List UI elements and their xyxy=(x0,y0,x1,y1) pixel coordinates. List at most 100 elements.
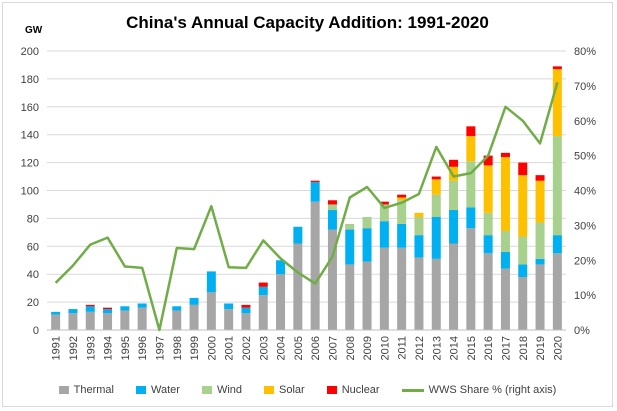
x-tick-label: 2018 xyxy=(518,336,530,360)
bar-solar-2018 xyxy=(518,175,528,237)
x-tick-label: 2020 xyxy=(552,336,564,360)
x-tick-label: 2010 xyxy=(379,336,391,360)
bar-water-1998 xyxy=(172,306,182,311)
bar-wind-2019 xyxy=(535,222,545,259)
legend-swatch xyxy=(201,386,212,394)
bar-thermal-2005 xyxy=(293,243,303,330)
bar-thermal-2020 xyxy=(552,253,562,330)
bar-thermal-2017 xyxy=(500,268,510,330)
bar-water-2013 xyxy=(431,217,441,259)
bar-wind-2018 xyxy=(518,236,528,265)
bar-water-2010 xyxy=(379,221,389,248)
bar-water-2006 xyxy=(310,182,320,202)
bar-nuclear-2011 xyxy=(397,194,407,198)
x-tick-label: 1997 xyxy=(154,336,166,360)
x-tick-label: 2000 xyxy=(206,336,218,360)
legend-item-solar: Solar xyxy=(264,384,305,396)
legend-item-wind: Wind xyxy=(201,384,242,396)
y2-tick-label: 40% xyxy=(574,186,596,198)
y-tick-label: 160 xyxy=(21,102,39,114)
bar-water-1995 xyxy=(120,306,130,311)
bar-nuclear-2002 xyxy=(241,304,251,308)
bar-nuclear-2017 xyxy=(500,152,510,158)
bar-thermal-2019 xyxy=(535,264,545,330)
bar-wind-2020 xyxy=(552,136,562,236)
y-tick-label: 20 xyxy=(27,297,39,309)
y-tick-label: 140 xyxy=(21,130,39,142)
x-tick-label: 1992 xyxy=(68,336,80,360)
x-tick-label: 1991 xyxy=(51,336,63,360)
bar-solar-2012 xyxy=(414,212,424,218)
y2-tick-label: 80% xyxy=(574,46,596,58)
bar-thermal-2014 xyxy=(449,243,459,330)
x-tick-label: 2009 xyxy=(362,336,374,360)
y2-tick-label: 10% xyxy=(574,290,596,302)
bar-solar-2016 xyxy=(483,165,493,213)
x-tick-label: 2002 xyxy=(241,336,253,360)
x-tick-label: 2019 xyxy=(535,336,547,360)
bar-thermal-2007 xyxy=(327,229,337,330)
x-tick-label: 2008 xyxy=(345,336,357,360)
bar-thermal-2004 xyxy=(276,274,286,330)
bar-solar-2015 xyxy=(466,136,476,162)
y2-tick-label: 50% xyxy=(574,151,596,163)
legend-label: Water xyxy=(151,384,180,396)
bar-thermal-2002 xyxy=(241,313,251,330)
x-tick-label: 2003 xyxy=(258,336,270,360)
bar-water-2015 xyxy=(466,207,476,229)
bar-water-2008 xyxy=(345,229,355,265)
x-tick-label: 1993 xyxy=(85,336,97,360)
bar-solar-2020 xyxy=(552,69,562,137)
y2-tick-label: 70% xyxy=(574,81,596,93)
y2-tick-label: 30% xyxy=(574,220,596,232)
y-axis-unit-label: GW xyxy=(25,25,43,36)
x-tick-label: 1994 xyxy=(103,336,115,360)
y2-tick-label: 0% xyxy=(574,325,590,337)
bar-thermal-2003 xyxy=(258,295,268,330)
x-tick-label: 2017 xyxy=(500,336,512,360)
bar-wind-2009 xyxy=(362,217,372,229)
bar-thermal-2011 xyxy=(397,247,407,330)
bar-water-2000 xyxy=(206,271,216,293)
legend-swatch xyxy=(264,386,274,394)
bar-water-2014 xyxy=(449,210,459,244)
bar-thermal-2016 xyxy=(483,253,493,330)
bar-nuclear-1994 xyxy=(103,307,113,310)
bar-water-2016 xyxy=(483,235,493,254)
bar-water-2002 xyxy=(241,307,251,314)
bar-wind-2011 xyxy=(397,200,407,224)
chart-legend: Thermal Water Wind Solar Nuclear WWS Share % … xyxy=(3,381,612,399)
legend-swatch xyxy=(58,386,69,394)
x-tick-label: 2014 xyxy=(449,336,461,360)
y-tick-label: 200 xyxy=(21,46,39,58)
y-tick-label: 40 xyxy=(27,269,39,281)
bar-thermal-2001 xyxy=(224,309,234,330)
bar-nuclear-2016 xyxy=(483,155,493,166)
bar-water-2020 xyxy=(552,235,562,254)
legend-item-nuclear: Nuclear xyxy=(326,384,380,396)
bar-water-1994 xyxy=(103,309,113,314)
legend-swatch xyxy=(326,386,337,394)
legend-item-thermal: Thermal xyxy=(58,384,114,396)
legend-label: Solar xyxy=(279,384,305,396)
bar-water-1996 xyxy=(137,303,147,308)
chart-frame: China's Annual Capacity Addition: 1991-2… xyxy=(2,2,613,407)
bar-thermal-2000 xyxy=(206,292,216,330)
x-tick-label: 1998 xyxy=(172,336,184,360)
bar-thermal-2015 xyxy=(466,228,476,330)
bar-thermal-1992 xyxy=(68,313,78,330)
y-tick-label: 120 xyxy=(21,158,39,170)
x-tick-label: 2001 xyxy=(224,336,236,360)
bar-nuclear-2019 xyxy=(535,175,545,181)
x-tick-label: 2007 xyxy=(327,336,339,360)
bar-wind-2015 xyxy=(466,161,476,208)
bar-nuclear-2015 xyxy=(466,126,476,137)
bar-solar-2011 xyxy=(397,197,407,201)
bar-nuclear-2018 xyxy=(518,162,528,176)
y-tick-label: 100 xyxy=(21,186,39,198)
bar-thermal-1994 xyxy=(103,313,113,330)
x-tick-label: 1995 xyxy=(120,336,132,360)
bar-solar-2019 xyxy=(535,180,545,223)
bar-solar-2017 xyxy=(500,157,510,231)
bar-solar-2013 xyxy=(431,179,441,195)
